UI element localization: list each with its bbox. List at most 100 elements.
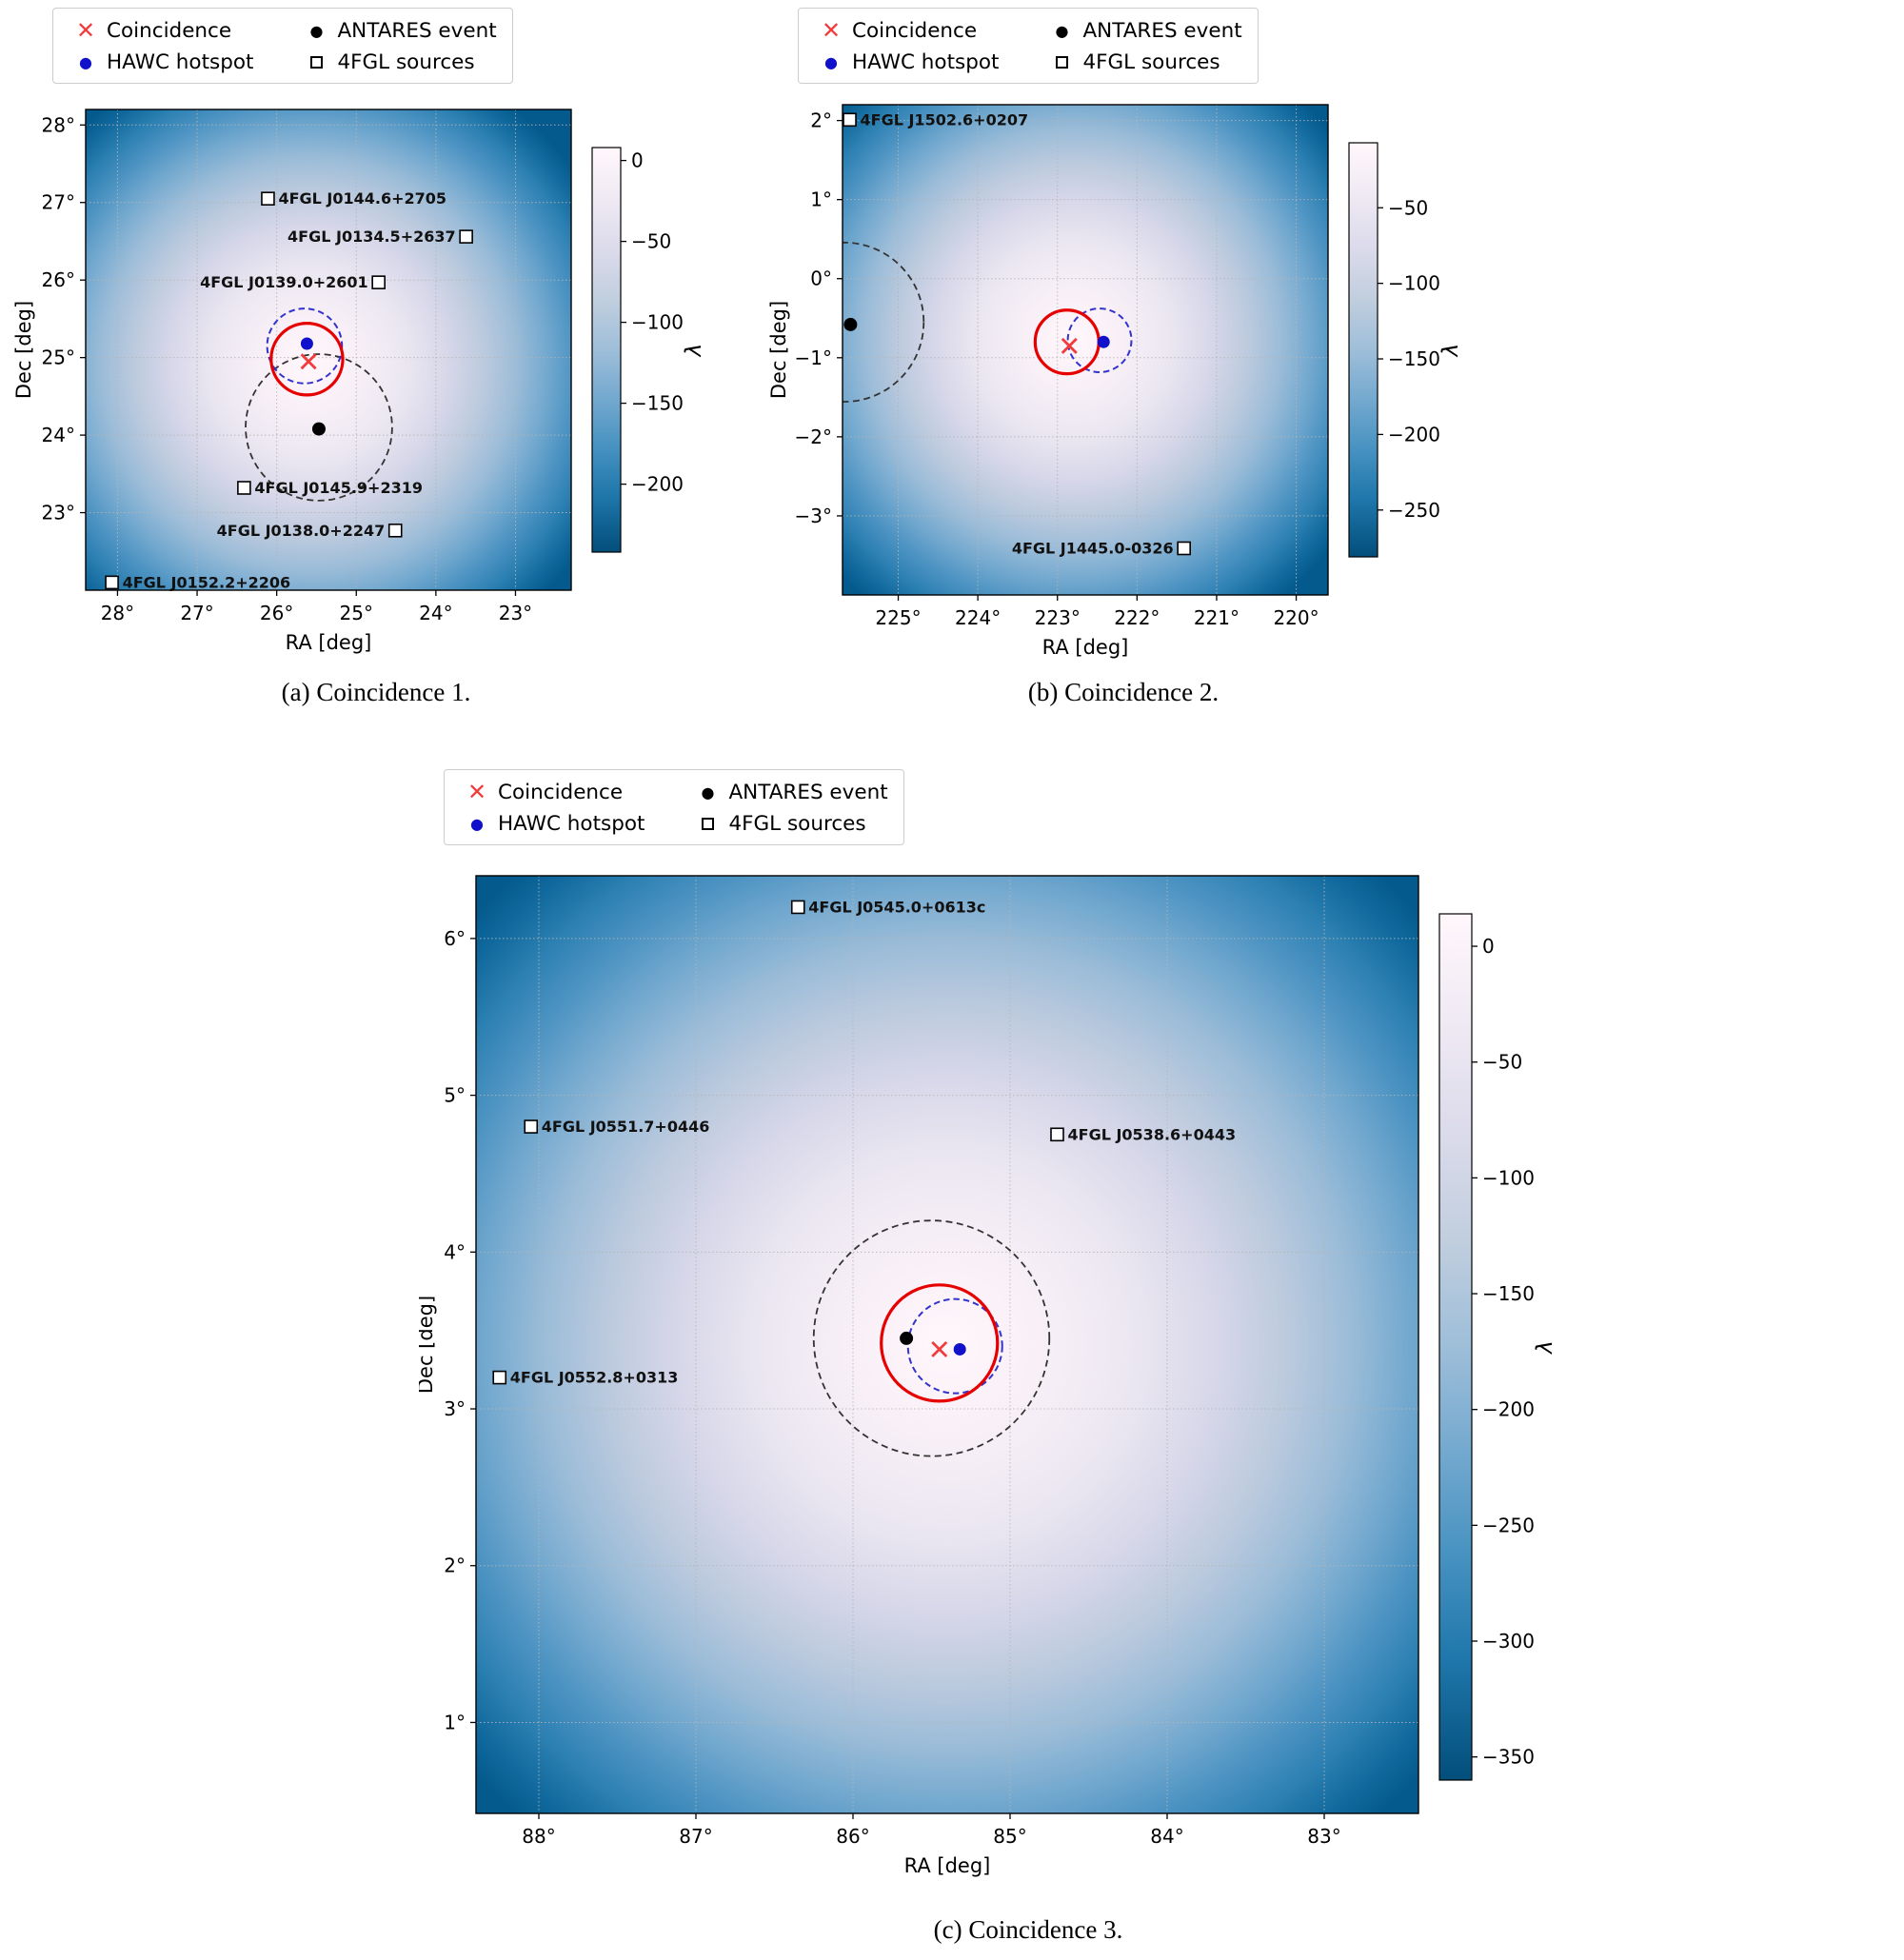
caption-a: (a) Coincidence 1. [281,678,471,706]
svg-text:−150: −150 [1388,347,1440,370]
legend-item-label: 4FGL sources [728,812,866,836]
svg-text:2°: 2° [810,109,832,132]
legend-item-label: 4FGL sources [1082,50,1220,74]
tick-marks [837,119,1383,601]
caption-c: (c) Coincidence 3. [933,1915,1123,1944]
colorbar-label: λ [1533,1340,1557,1356]
svg-text:−250: −250 [1388,499,1440,522]
svg-text:224°: 224° [955,606,1001,629]
x-axis-label: RA [deg] [904,1854,991,1877]
svg-text:225°: 225° [875,606,921,629]
svg-text:220°: 220° [1273,606,1319,629]
svg-text:25°: 25° [340,602,373,624]
svg-text:0: 0 [1482,935,1495,958]
legend-item-hawc-hotspot: ● HAWC hotspot [460,812,645,836]
panel-coincidence-3: 4FGL J0545.0+0613c 4FGL J0551.7+0446 4FGL … [419,752,1637,1960]
blue-dot-icon: ● [79,53,92,71]
svg-text:2°: 2° [444,1554,466,1577]
legend-item-antares-event: ● ANTARES event [690,779,887,805]
lambda-heatmap [843,105,1328,595]
y-axis-label: Dec [deg] [12,301,35,399]
colorbar-label: λ [682,344,706,359]
svg-text:−100: −100 [1482,1166,1535,1189]
hawc-hotspot-marker [1097,335,1110,348]
legend-item-label: HAWC hotspot [498,812,645,836]
svg-text:−1°: −1° [795,346,832,369]
svg-text:−200: −200 [1388,423,1440,445]
legend-item-4fgl-sources: 4FGL sources [690,812,887,836]
tick-marks [80,124,626,596]
svg-text:27°: 27° [180,602,213,624]
4fgl-source-label: 4FGL J0552.8+0313 [510,1369,679,1387]
coincidence-marker [1061,337,1078,354]
4fgl-source-marker [261,191,275,206]
4fgl-source-marker [387,523,403,538]
blue-dashed-region-circle [1066,307,1133,373]
legend-item-hawc-hotspot: ● HAWC hotspot [814,50,999,74]
legend-item-label: Coincidence [852,18,978,43]
legend-item-label: Coincidence [107,18,232,43]
red-x-icon: ✕ [821,17,842,44]
svg-text:222°: 222° [1114,606,1160,629]
hawc-hotspot-marker [300,337,313,350]
svg-text:83°: 83° [1307,1825,1340,1848]
4fgl-source-marker [843,112,857,128]
legend-item-4fgl-sources: 4FGL sources [1044,50,1241,74]
4fgl-source-label: 4FGL J0145.9+2319 [254,479,423,497]
4fgl-source-marker [371,275,386,289]
svg-text:−200: −200 [1482,1398,1535,1421]
svg-text:−200: −200 [631,473,684,496]
svg-text:4°: 4° [444,1240,466,1263]
coincidence-marker [300,353,317,370]
svg-text:1°: 1° [810,188,832,211]
legend-item-label: HAWC hotspot [107,50,254,74]
open-square-icon [1044,56,1079,69]
blue-dashed-region-circle [266,307,344,385]
gridlines [86,109,571,590]
black-dashed-region-circle [812,1219,1051,1457]
svg-text:87°: 87° [679,1825,712,1848]
gridlines [476,876,1418,1813]
svg-text:0°: 0° [810,267,832,290]
red-x-icon: ✕ [466,779,487,805]
tick-marks [470,938,1478,1819]
legend-item-coincidence: ✕ Coincidence [69,17,253,44]
colorbar-label: λ [1438,344,1463,359]
svg-text:−3°: −3° [795,505,832,527]
4fgl-source-marker [237,481,251,495]
svg-text:25°: 25° [42,346,75,369]
open-square-icon [299,56,333,69]
4fgl-source-label: 4FGL J0139.0+2601 [200,273,368,291]
legend-item-hawc-hotspot: ● HAWC hotspot [69,50,253,74]
colorbar [591,147,622,553]
4fgl-source-label: 4FGL J0545.0+0613c [808,898,985,916]
coincidence-marker [931,1340,948,1357]
svg-text:0: 0 [631,149,644,172]
svg-text:84°: 84° [1150,1825,1183,1848]
plot-frame [475,875,1419,1814]
plot-frame [842,104,1329,596]
legend-item-label: ANTARES event [1082,18,1242,43]
4fgl-source-marker [1177,541,1191,556]
legend-b: ✕ Coincidence ● HAWC hotspot ● ANTARES event 4… [798,8,1259,84]
svg-text:23°: 23° [499,602,532,624]
4fgl-source-marker [524,1119,539,1134]
svg-text:85°: 85° [993,1825,1026,1848]
svg-text:86°: 86° [836,1825,869,1848]
tick-labels: 88° 87° 86° 85° 84° 83° 1° 2° 3° 4° 5° 6° 0 −50 −100 −1… [444,927,1535,1848]
svg-text:223°: 223° [1035,606,1081,629]
panel-coincidence-2: 4FGL J1502.6+0207 4FGL J1445.0-0326 225° 22… [762,0,1599,723]
legend-item-coincidence: ✕ Coincidence [814,17,999,44]
svg-text:−250: −250 [1482,1514,1535,1536]
blue-dot-icon: ● [470,815,484,833]
black-dot-icon: ● [309,21,324,40]
colorbar [1348,142,1378,558]
legend-item-label: ANTARES event [337,18,497,43]
4fgl-source-label: 4FGL J0551.7+0446 [542,1118,710,1136]
skymap-coincidence-3: 4FGL J0545.0+0613c 4FGL J0551.7+0446 4FGL … [419,857,1637,1923]
4fgl-source-marker [790,900,805,915]
svg-text:−100: −100 [1388,272,1440,295]
svg-text:6°: 6° [444,927,466,950]
svg-text:−50: −50 [631,230,671,253]
4fgl-source-marker [105,575,119,590]
